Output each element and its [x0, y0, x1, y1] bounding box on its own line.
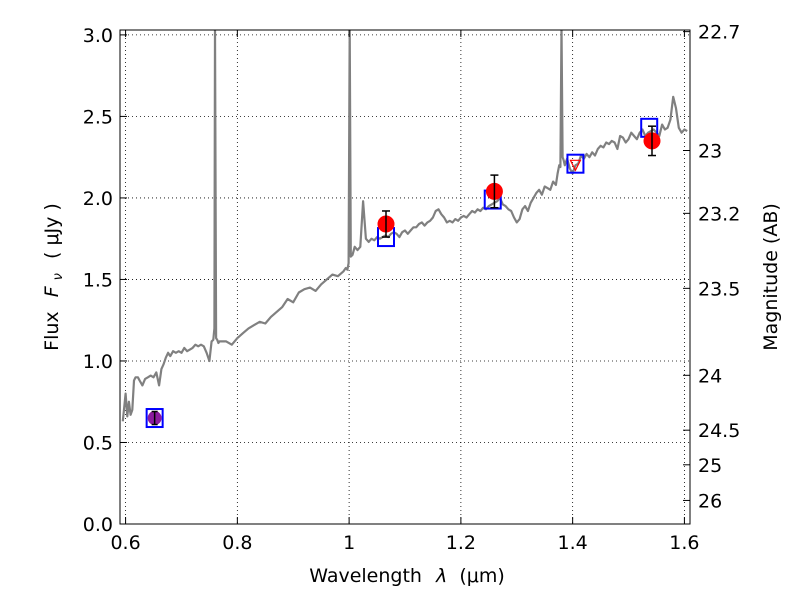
- model-point: [145, 408, 164, 429]
- y-tick-label: 0.0: [83, 514, 113, 536]
- x-tick-label: 1: [343, 532, 355, 554]
- grid: [120, 30, 690, 525]
- y2-tick-label: 23: [698, 141, 722, 163]
- x-axis-label-text: Wavelength: [309, 565, 422, 587]
- y2-tick-label: 23.5: [698, 278, 740, 300]
- y2-tick-label: 25: [698, 455, 722, 477]
- y-tick-label: 2.5: [83, 106, 113, 128]
- ticks: 0.6 0.8 1 1.2 1.4 1.6 0.0 0.5 1.0 1.5 2.0 2.5 3.0 22.…: [83, 22, 741, 554]
- x-tick-label: 1.6: [669, 532, 699, 554]
- y-tick-label: 0.5: [83, 432, 113, 454]
- spectrum-line: [121, 30, 688, 422]
- y2-tick-label: 26: [698, 490, 722, 512]
- y-axis-label-unit: ( μJy ): [41, 203, 63, 259]
- x-tick-label: 1.4: [558, 532, 588, 554]
- y2-tick-label: 24.5: [698, 420, 740, 442]
- y-axis-label: Flux F ν ( μJy ): [41, 203, 67, 351]
- y-tick-label: 3.0: [83, 25, 113, 47]
- y-axis-label-text: Flux: [41, 311, 63, 351]
- x-axis-label: Wavelength λ (μm): [309, 565, 504, 587]
- model-points-series: [145, 117, 659, 429]
- model-point: [566, 153, 585, 174]
- plot-frame: [119, 29, 691, 525]
- x-tick-label: 1.2: [446, 532, 476, 554]
- y-axis-label-subscript: ν: [51, 273, 66, 280]
- x-axis-label-unit: (μm): [459, 565, 504, 587]
- y2-tick-label: 22.7: [698, 22, 740, 44]
- y2-tick-label: 24: [698, 365, 722, 387]
- open-triangle-point: [569, 159, 582, 172]
- y-tick-label: 2.0: [83, 188, 113, 210]
- y-tick-label: 1.5: [83, 269, 113, 291]
- observed-points-series: [147, 125, 661, 426]
- y-tick-label: 1.0: [83, 351, 113, 373]
- spectrum-series: [121, 30, 688, 422]
- x-axis-label-symbol: λ: [435, 565, 447, 587]
- y2-tick-label: 23.2: [698, 203, 740, 225]
- x-tick-label: 0.6: [110, 532, 140, 554]
- y-axis-label-symbol: F: [41, 285, 63, 297]
- y2-axis-label: Magnitude (AB): [760, 203, 782, 351]
- x-tick-label: 0.8: [222, 532, 252, 554]
